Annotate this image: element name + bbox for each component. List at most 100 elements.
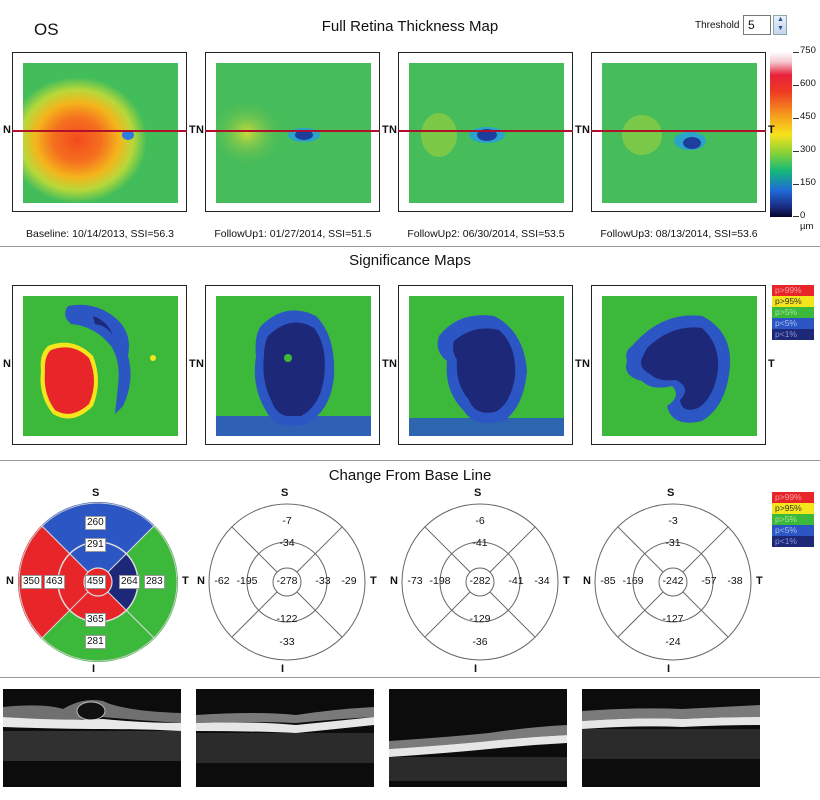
legend-p99: p>99% bbox=[772, 285, 814, 296]
fu3-inner-temporal: -57 bbox=[701, 575, 717, 587]
significance-map-baseline[interactable] bbox=[12, 285, 187, 445]
center-value: 459 bbox=[85, 575, 106, 589]
inferior-label: I bbox=[281, 663, 285, 675]
fu3-outer-inferior: -24 bbox=[665, 636, 681, 648]
inner-nasal-value: 463 bbox=[44, 575, 65, 589]
significance-legend: p>99% p>95% p>5% p<5% p<1% bbox=[772, 285, 814, 340]
thickness-map-followup2[interactable] bbox=[398, 52, 573, 212]
temporal-label: T bbox=[182, 575, 189, 587]
scan-caption-followup1: FollowUp1: 01/27/2014, SSI=51.5 bbox=[214, 228, 372, 240]
fu1-outer-superior: -7 bbox=[282, 515, 292, 527]
nasal-label: N bbox=[583, 575, 591, 587]
temporal-label: T bbox=[563, 575, 570, 587]
legend-p99: p>99% bbox=[772, 492, 814, 503]
nasal-label: N bbox=[196, 124, 204, 136]
scan-line bbox=[398, 130, 573, 132]
inferior-label: I bbox=[474, 663, 478, 675]
outer-temporal-value: 283 bbox=[144, 575, 165, 589]
nasal-label: N bbox=[3, 124, 11, 136]
significance-maps-title: Significance Maps bbox=[349, 252, 471, 269]
nasal-label: N bbox=[389, 124, 397, 136]
legend-lt1: p<1% bbox=[772, 536, 814, 547]
eye-label: OS bbox=[34, 20, 59, 39]
etdrs-grid-followup1[interactable] bbox=[207, 502, 367, 662]
fu2-center: -282 bbox=[469, 575, 491, 587]
inferior-label: I bbox=[92, 663, 96, 675]
spinner-up-icon[interactable]: ▲ bbox=[777, 16, 784, 23]
fu1-outer-inferior: -33 bbox=[279, 636, 295, 648]
legend-p95: p>95% bbox=[772, 503, 814, 514]
temporal-label: T bbox=[575, 124, 582, 136]
inner-temporal-value: 264 bbox=[119, 575, 140, 589]
scale-label-300: 300 bbox=[800, 144, 816, 155]
oct-bscan-followup3[interactable] bbox=[582, 689, 760, 787]
legend-lt5: p<5% bbox=[772, 525, 814, 536]
scale-label-600: 600 bbox=[800, 78, 816, 89]
fu2-inner-nasal: -198 bbox=[429, 575, 451, 587]
outer-nasal-value: 350 bbox=[21, 575, 42, 589]
spinner-down-icon[interactable]: ▼ bbox=[777, 25, 784, 32]
nasal-label: N bbox=[3, 358, 11, 370]
scan-line bbox=[12, 130, 187, 132]
oct-bscan-followup1[interactable] bbox=[196, 689, 374, 787]
nasal-label: N bbox=[197, 575, 205, 587]
change-from-baseline-title: Change From Base Line bbox=[328, 467, 492, 484]
outer-inferior-value: 281 bbox=[85, 635, 106, 649]
fu2-inner-inferior: -129 bbox=[469, 613, 491, 625]
temporal-label: T bbox=[575, 358, 582, 370]
fu1-inner-temporal: -33 bbox=[315, 575, 331, 587]
legend-lt1: p<1% bbox=[772, 329, 814, 340]
scale-label-150: 150 bbox=[800, 177, 816, 188]
thickness-map-title: Full Retina Thickness Map bbox=[321, 18, 499, 35]
fu2-inner-superior: -41 bbox=[472, 537, 488, 549]
temporal-label: T bbox=[382, 124, 389, 136]
scan-caption-followup2: FollowUp2: 06/30/2014, SSI=53.5 bbox=[407, 228, 565, 240]
temporal-label: T bbox=[768, 358, 775, 370]
fu3-inner-superior: -31 bbox=[665, 537, 681, 549]
fu1-outer-temporal: -29 bbox=[341, 575, 357, 587]
scan-caption-baseline: Baseline: 10/14/2013, SSI=56.3 bbox=[26, 228, 174, 240]
thickness-color-scale bbox=[770, 52, 792, 217]
fu1-inner-nasal: -195 bbox=[236, 575, 258, 587]
fu2-inner-temporal: -41 bbox=[508, 575, 524, 587]
section-divider bbox=[0, 246, 820, 247]
thickness-map-baseline[interactable] bbox=[12, 52, 187, 212]
superior-label: S bbox=[281, 487, 289, 499]
section-divider bbox=[0, 677, 820, 678]
significance-map-followup2[interactable] bbox=[398, 285, 573, 445]
oct-bscan-followup2[interactable] bbox=[389, 689, 567, 787]
oct-bscan-baseline[interactable] bbox=[3, 689, 181, 787]
thickness-map-followup3[interactable] bbox=[591, 52, 766, 212]
legend-lt5: p<5% bbox=[772, 318, 814, 329]
etdrs-grid-followup3[interactable] bbox=[593, 502, 753, 662]
fu3-outer-nasal: -85 bbox=[600, 575, 616, 587]
fu2-outer-nasal: -73 bbox=[407, 575, 423, 587]
thickness-map-followup1[interactable] bbox=[205, 52, 380, 212]
fu1-center: -278 bbox=[276, 575, 298, 587]
nasal-label: N bbox=[582, 358, 590, 370]
superior-label: S bbox=[92, 487, 100, 499]
threshold-spinner[interactable]: ▲ ▼ bbox=[773, 15, 787, 35]
fu3-center: -242 bbox=[662, 575, 684, 587]
etdrs-grid-followup2[interactable] bbox=[400, 502, 560, 662]
nasal-label: N bbox=[389, 358, 397, 370]
temporal-label: T bbox=[756, 575, 763, 587]
fu2-outer-inferior: -36 bbox=[472, 636, 488, 648]
legend-p5: p>5% bbox=[772, 307, 814, 318]
inner-superior-value: 291 bbox=[85, 538, 106, 552]
superior-label: S bbox=[474, 487, 482, 499]
temporal-label: T bbox=[768, 124, 775, 136]
fu3-outer-superior: -3 bbox=[668, 515, 678, 527]
significance-map-followup1[interactable] bbox=[205, 285, 380, 445]
legend-p95: p>95% bbox=[772, 296, 814, 307]
inner-inferior-value: 365 bbox=[85, 613, 106, 627]
nasal-label: N bbox=[390, 575, 398, 587]
change-legend: p>99% p>95% p>5% p<5% p<1% bbox=[772, 492, 814, 547]
fu3-inner-nasal: -169 bbox=[622, 575, 644, 587]
fu2-outer-superior: -6 bbox=[475, 515, 485, 527]
significance-map-followup3[interactable] bbox=[591, 285, 766, 445]
section-divider bbox=[0, 460, 820, 461]
threshold-input[interactable]: 5 bbox=[743, 15, 771, 35]
scan-line bbox=[205, 130, 380, 132]
inferior-label: I bbox=[667, 663, 671, 675]
